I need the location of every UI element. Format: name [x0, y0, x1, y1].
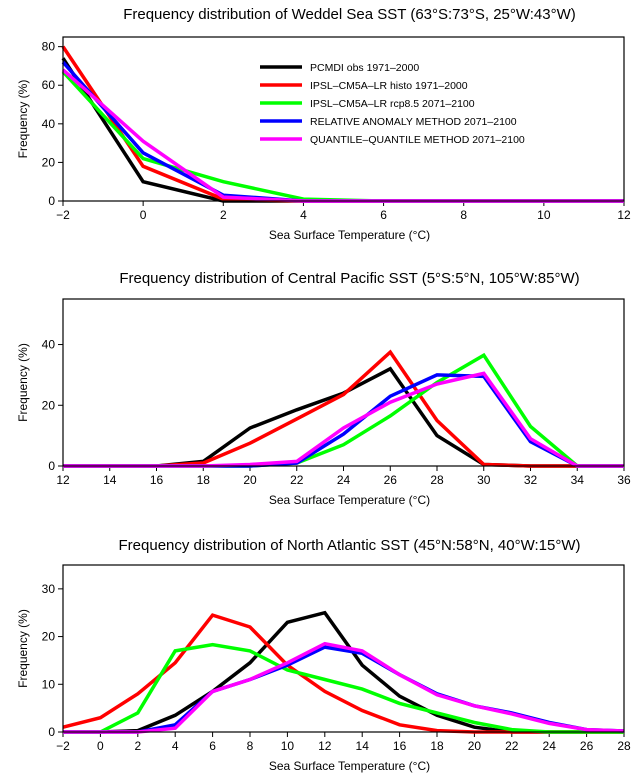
x-tick-label: 10 — [281, 739, 295, 753]
x-tick-label: 22 — [505, 739, 519, 753]
chart-title: Frequency distribution of Weddel Sea SST… — [123, 6, 576, 23]
legend: PCMDI obs 1971–2000 IPSL–CM5A–LR histo 19… — [260, 62, 525, 146]
x-tick-label: 12 — [56, 473, 70, 487]
chart-panel-3: Frequency distribution of North Atlantic… — [16, 537, 631, 773]
y-tick-label: 20 — [42, 398, 56, 412]
x-tick-label: 0 — [97, 739, 104, 753]
x-tick-label: 4 — [172, 739, 179, 753]
series-line-3 — [63, 642, 624, 734]
x-tick-label: 2 — [220, 208, 227, 222]
x-tick-label: 12 — [318, 739, 332, 753]
y-tick-label: 30 — [42, 582, 56, 596]
x-tick-label: 30 — [477, 473, 491, 487]
legend-label-5: QUANTILE–QUANTILE METHOD 2071–2100 — [310, 134, 525, 146]
x-tick-label: 28 — [430, 473, 444, 487]
x-tick-label: 24 — [337, 473, 351, 487]
chart-panel-2: Frequency distribution of Central Pacifi… — [16, 270, 631, 507]
y-tick-label: 60 — [42, 78, 56, 92]
y-axis-label: Frequency (%) — [16, 80, 30, 159]
x-tick-label: 32 — [524, 473, 538, 487]
x-tick-label: 16 — [150, 473, 164, 487]
series-line-2 — [63, 349, 624, 468]
x-tick-label: 20 — [468, 739, 482, 753]
x-tick-label: 24 — [543, 739, 557, 753]
y-tick-label: 40 — [42, 117, 56, 131]
x-tick-label: 14 — [356, 739, 370, 753]
series-line-4 — [63, 373, 624, 468]
plot-frame — [62, 298, 625, 467]
x-tick-label: −2 — [56, 739, 70, 753]
plot-frame — [62, 564, 625, 733]
x-tick-label: 0 — [140, 208, 147, 222]
y-tick-label: 10 — [42, 677, 56, 691]
x-tick-label: 28 — [617, 739, 631, 753]
x-tick-label: 12 — [617, 208, 631, 222]
series-line-1 — [63, 610, 624, 734]
legend-label-1: PCMDI obs 1971–2000 — [310, 62, 419, 74]
legend-label-4: RELATIVE ANOMALY METHOD 2071–2100 — [310, 116, 517, 128]
chart-panel-1: Frequency distribution of Weddel Sea SST… — [16, 6, 631, 242]
plot-frame — [62, 36, 625, 202]
y-axis-label: Frequency (%) — [16, 609, 30, 688]
series-line-2 — [62, 613, 624, 734]
legend-label-3: IPSL–CM5A–LR rcp8.5 2071–2100 — [310, 98, 475, 110]
x-tick-label: 20 — [243, 473, 257, 487]
x-tick-label: −2 — [56, 208, 70, 222]
chart-title: Frequency distribution of North Atlantic… — [119, 537, 581, 554]
x-tick-label: 16 — [393, 739, 407, 753]
x-tick-label: 2 — [134, 739, 141, 753]
x-tick-label: 18 — [430, 739, 444, 753]
y-tick-label: 20 — [42, 630, 56, 644]
y-tick-label: 80 — [42, 40, 56, 54]
series-line-5 — [63, 641, 625, 734]
x-axis-label: Sea Surface Temperature (°C) — [269, 493, 430, 507]
x-tick-label: 6 — [209, 739, 216, 753]
x-tick-label: 22 — [290, 473, 304, 487]
x-tick-label: 4 — [300, 208, 307, 222]
x-tick-label: 26 — [384, 473, 398, 487]
x-tick-label: 14 — [103, 473, 117, 487]
y-tick-label: 20 — [42, 155, 56, 169]
x-tick-label: 6 — [380, 208, 387, 222]
x-tick-label: 8 — [247, 739, 254, 753]
y-tick-label: 40 — [42, 338, 56, 352]
series-line-5 — [63, 371, 624, 468]
y-tick-label: 0 — [48, 459, 55, 473]
x-tick-label: 18 — [197, 473, 211, 487]
y-axis-label: Frequency (%) — [16, 343, 30, 422]
x-tick-label: 34 — [571, 473, 585, 487]
series-line-3 — [63, 352, 624, 468]
chart-title: Frequency distribution of Central Pacifi… — [119, 270, 579, 287]
y-tick-label: 0 — [48, 725, 55, 739]
legend-label-2: IPSL–CM5A–LR histo 1971–2000 — [310, 80, 468, 92]
y-tick-label: 0 — [48, 194, 55, 208]
x-tick-label: 10 — [537, 208, 551, 222]
x-axis-label: Sea Surface Temperature (°C) — [269, 228, 430, 242]
x-tick-label: 8 — [460, 208, 467, 222]
x-tick-label: 26 — [580, 739, 594, 753]
x-tick-label: 36 — [617, 473, 631, 487]
series-line-1 — [63, 366, 624, 468]
x-axis-label: Sea Surface Temperature (°C) — [269, 759, 430, 773]
